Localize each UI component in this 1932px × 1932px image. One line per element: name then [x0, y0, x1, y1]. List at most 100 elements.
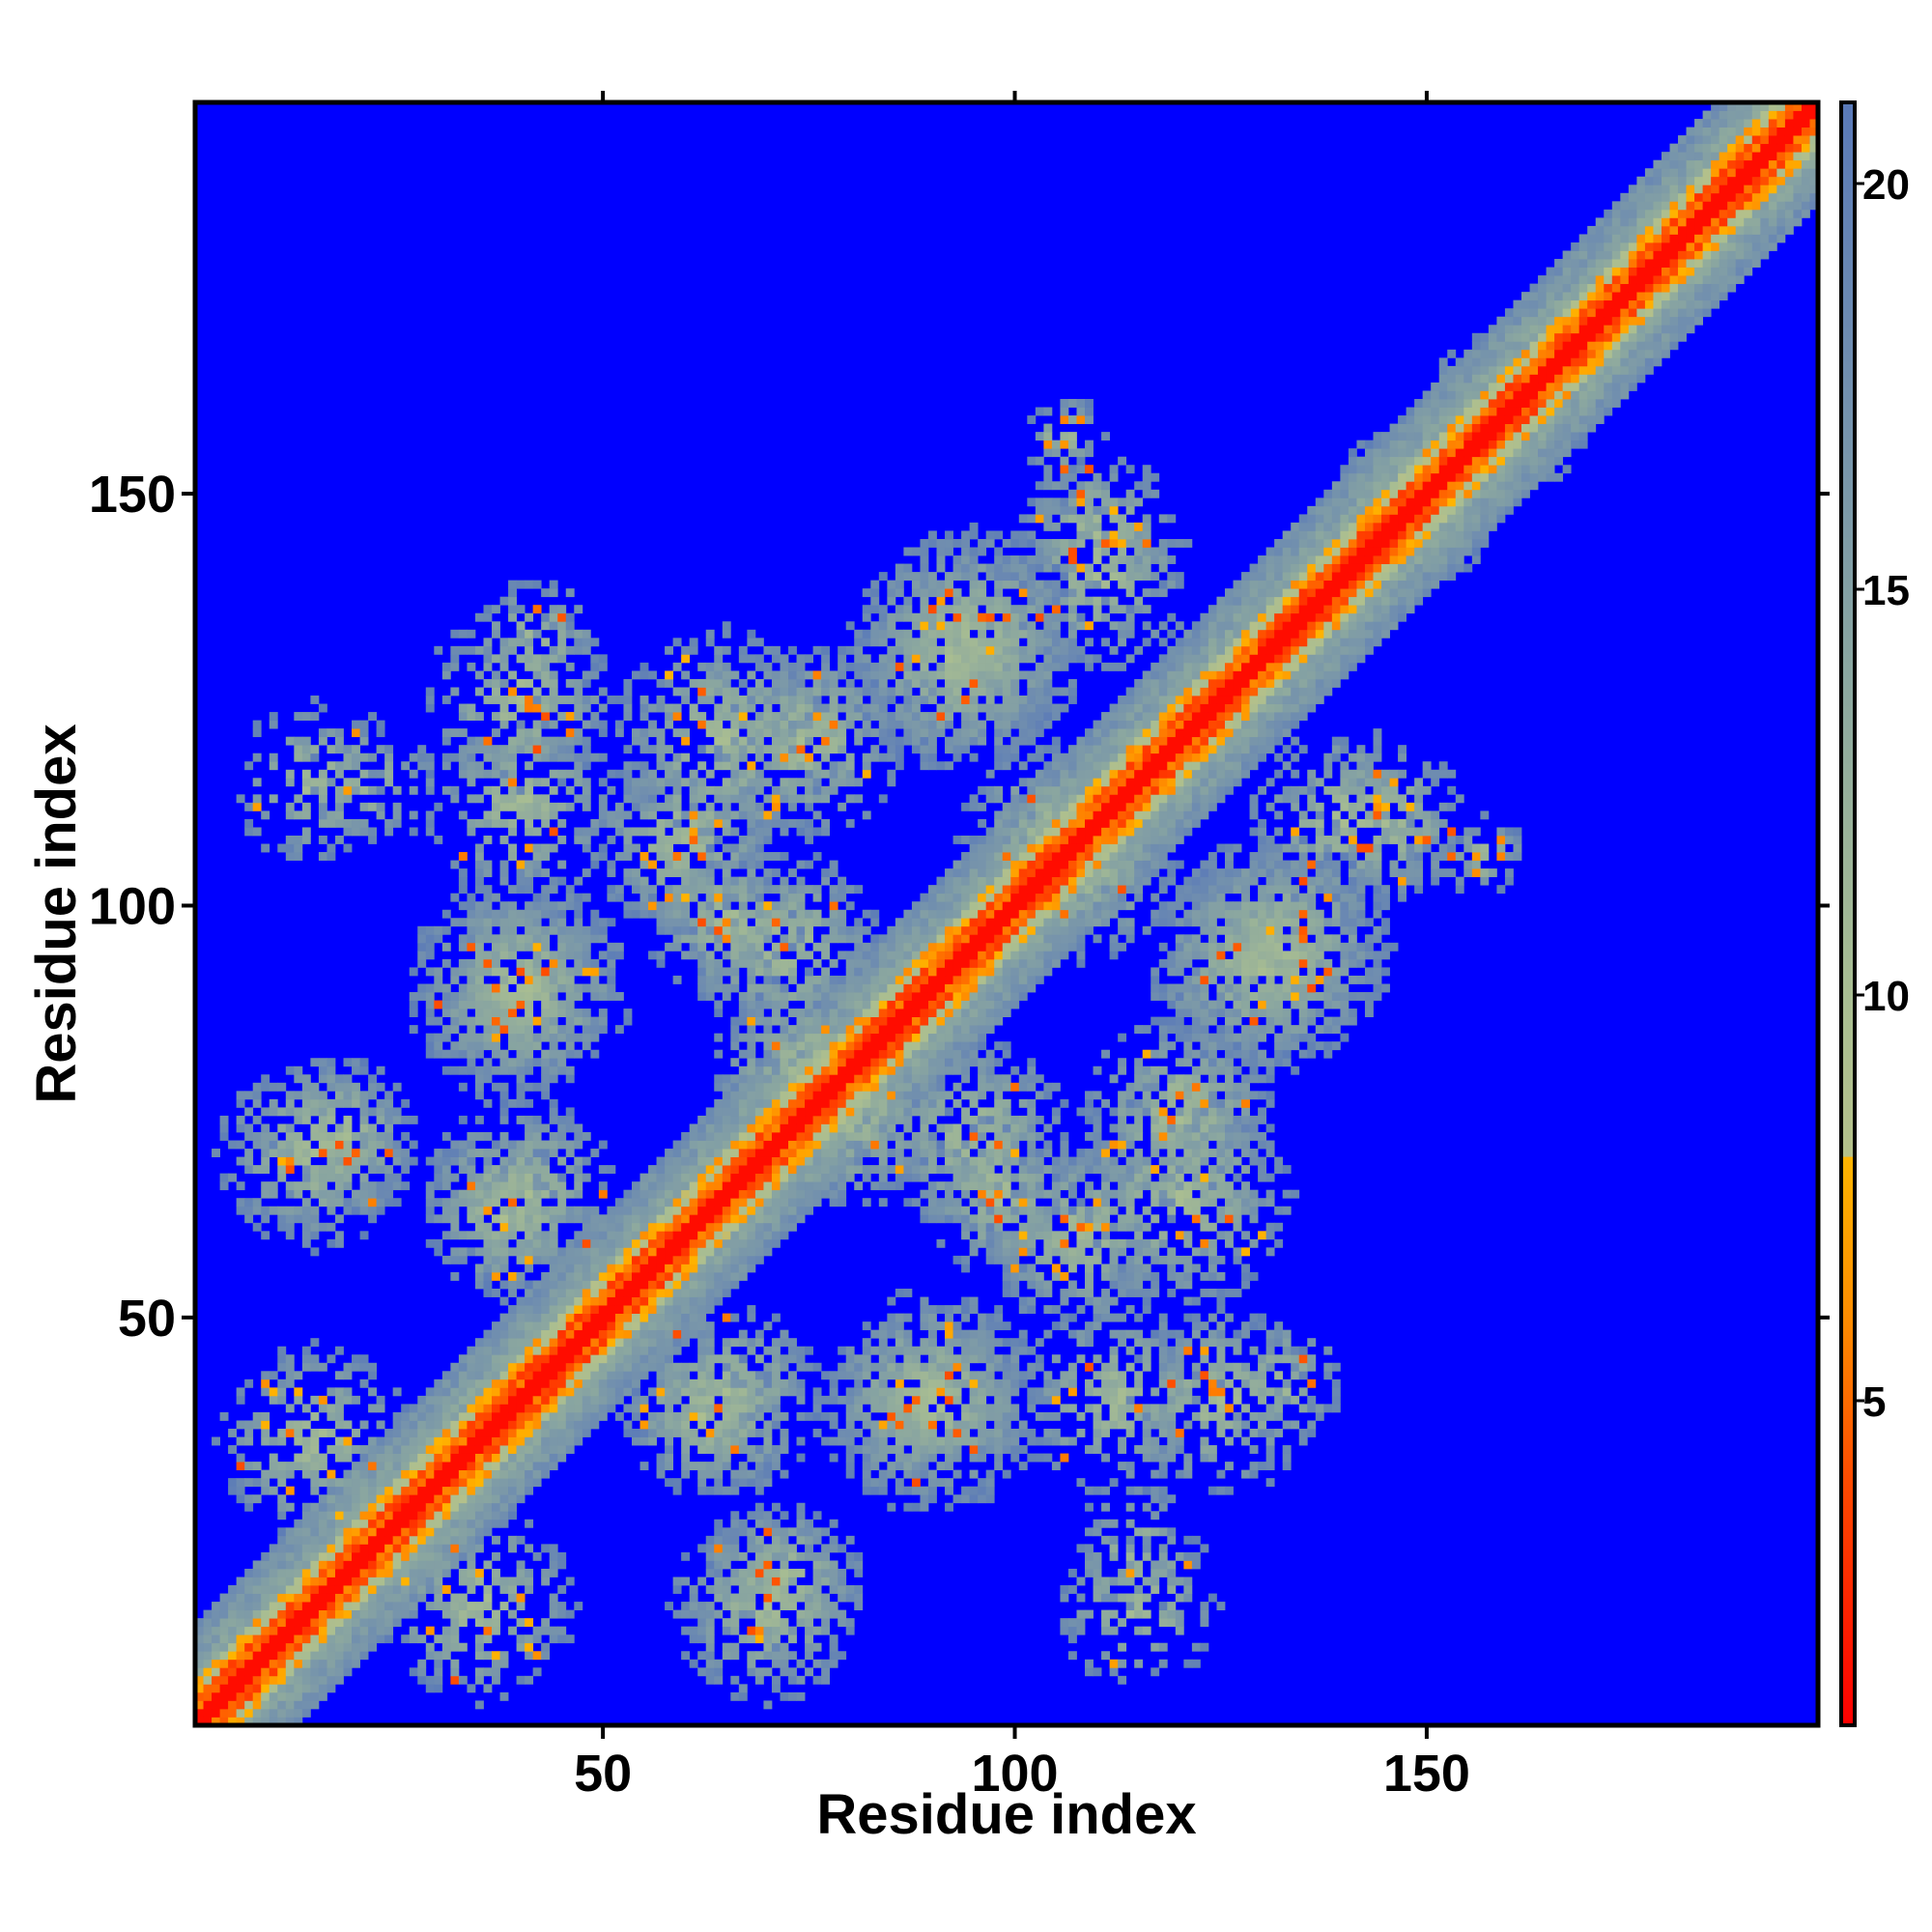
heatmap-cell — [458, 1247, 468, 1257]
heatmap-cell — [771, 645, 781, 655]
heatmap-cell — [812, 1535, 822, 1545]
heatmap-cell — [763, 909, 773, 919]
heatmap-cell — [763, 1231, 773, 1240]
heatmap-cell — [631, 1404, 640, 1413]
heatmap-cell — [392, 1577, 402, 1586]
heatmap-cell — [483, 678, 493, 688]
heatmap-cell — [376, 1618, 385, 1628]
heatmap-cell — [557, 1313, 567, 1322]
heatmap-cell — [236, 1717, 245, 1726]
heatmap-cell — [754, 843, 764, 853]
heatmap-cell — [812, 1395, 822, 1405]
heatmap-cell — [648, 1305, 657, 1315]
heatmap-cell — [730, 1222, 740, 1232]
heatmap-cell — [532, 1436, 542, 1446]
heatmap-cell — [368, 1189, 378, 1199]
heatmap-cell — [492, 1667, 500, 1677]
heatmap-cell — [492, 1659, 500, 1668]
heatmap-cell — [434, 1156, 443, 1166]
heatmap-cell — [492, 794, 500, 804]
heatmap-cell — [812, 1198, 822, 1208]
heatmap-cell — [705, 1338, 715, 1348]
heatmap-cell — [590, 720, 600, 729]
heatmap-cell — [788, 696, 797, 704]
heatmap-cell — [714, 1535, 724, 1545]
heatmap-cell — [623, 810, 633, 820]
heatmap-cell — [434, 1469, 443, 1479]
heatmap-cell — [771, 942, 781, 952]
heatmap-cell — [681, 696, 691, 704]
heatmap-cell — [434, 925, 443, 935]
heatmap-cell — [730, 1271, 740, 1281]
heatmap-cell — [261, 1469, 270, 1479]
heatmap-cell — [788, 1033, 797, 1042]
heatmap-cell — [277, 1173, 287, 1182]
heatmap-cell — [697, 958, 707, 968]
heatmap-cell — [821, 1609, 831, 1619]
heatmap-cell — [805, 1165, 813, 1175]
heatmap-cell — [705, 662, 715, 671]
heatmap-cell — [474, 1189, 484, 1199]
heatmap-cell — [499, 1659, 509, 1668]
heatmap-cell — [590, 1016, 600, 1026]
heatmap-cell — [747, 1577, 756, 1586]
heatmap-cell — [499, 1238, 509, 1248]
heatmap-cell — [492, 1238, 500, 1248]
heatmap-cell — [508, 596, 517, 606]
heatmap-cell — [714, 1280, 724, 1290]
heatmap-cell — [318, 1058, 327, 1067]
heatmap-cell — [812, 769, 822, 779]
heatmap-cell — [516, 1255, 526, 1264]
heatmap-cell — [409, 1469, 418, 1479]
heatmap-cell — [796, 1025, 806, 1035]
heatmap-cell — [318, 1626, 327, 1635]
heatmap-cell — [697, 942, 707, 952]
heatmap-cell — [499, 1346, 509, 1355]
heatmap-cell — [458, 1577, 468, 1586]
heatmap-cell — [796, 1436, 806, 1446]
heatmap-cell — [516, 1189, 526, 1199]
heatmap-cell — [499, 1181, 509, 1191]
heatmap-cell — [549, 1560, 558, 1570]
heatmap-cell — [236, 1708, 245, 1718]
heatmap-cell — [771, 670, 781, 680]
heatmap-cell — [681, 736, 691, 746]
heatmap-cell — [285, 852, 295, 861]
heatmap-cell — [812, 696, 822, 704]
heatmap-cell — [689, 1289, 698, 1297]
heatmap-cell — [409, 1156, 418, 1166]
heatmap-cell — [754, 925, 764, 935]
heatmap-cell — [697, 925, 707, 935]
heatmap-cell — [508, 1289, 517, 1297]
heatmap-cell — [714, 1107, 724, 1117]
heatmap-cell — [294, 810, 303, 820]
heatmap-cell — [532, 925, 542, 935]
heatmap-cell — [474, 1462, 484, 1471]
heatmap-cell — [352, 1618, 360, 1628]
heatmap-cell — [532, 1238, 542, 1248]
heatmap-cell — [310, 1700, 320, 1710]
heatmap-cell — [582, 802, 591, 811]
heatmap-cell — [738, 1593, 748, 1603]
heatmap-cell — [722, 1255, 731, 1264]
heatmap-cell — [285, 1091, 295, 1100]
heatmap-cell — [821, 992, 831, 1001]
heatmap-cell — [392, 1535, 402, 1545]
heatmap-cell — [805, 1593, 813, 1603]
heatmap-cell — [796, 1131, 806, 1141]
heatmap-cell — [359, 818, 369, 828]
heatmap-cell — [285, 1222, 295, 1232]
heatmap-cell — [252, 753, 262, 762]
heatmap-cell — [549, 605, 558, 614]
heatmap-cell — [541, 1568, 551, 1577]
heatmap-cell — [277, 1593, 287, 1603]
heatmap-cell — [499, 1009, 509, 1017]
heatmap-cell — [665, 901, 674, 911]
heatmap-cell — [409, 1025, 418, 1035]
heatmap-cell — [771, 1033, 781, 1042]
heatmap-cell — [614, 728, 624, 738]
heatmap-cell — [483, 745, 493, 754]
heatmap-cell — [549, 1173, 558, 1182]
heatmap-cell — [639, 1296, 649, 1306]
heatmap-cell — [730, 1115, 740, 1124]
